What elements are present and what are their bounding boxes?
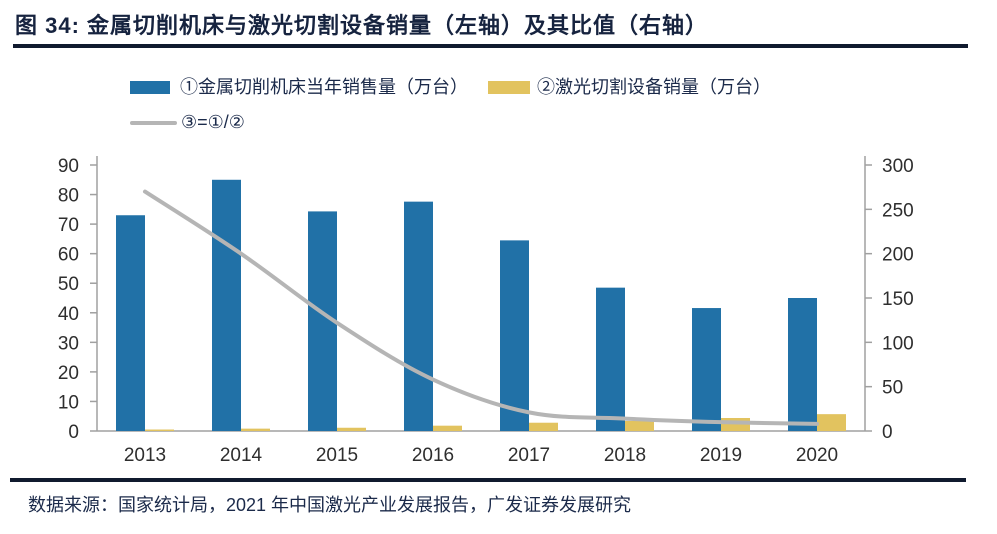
bar (145, 429, 174, 431)
left-tick-label: 50 (58, 274, 79, 295)
year-label: 2018 (604, 445, 646, 466)
bar (692, 308, 721, 431)
bar (433, 425, 462, 431)
right-tick-label: 50 (882, 378, 903, 399)
footer-divider (10, 478, 966, 482)
bar (212, 179, 241, 431)
legend-swatch-machine-tool-icon (130, 81, 170, 94)
year-label: 2020 (796, 445, 838, 466)
bar (337, 427, 366, 431)
left-tick-label: 10 (58, 392, 79, 413)
title-divider (13, 44, 968, 48)
left-tick-label: 0 (68, 422, 79, 443)
figure-title: 图 34: 金属切削机床与激光切割设备销量（左轴）及其比值（右轴） (15, 13, 709, 38)
left-tick-label: 30 (58, 333, 79, 354)
year-label: 2014 (220, 445, 263, 466)
right-tick-label: 150 (882, 289, 914, 310)
year-label: 2019 (700, 445, 742, 466)
left-axis-labels: 0 10 20 30 40 50 60 70 80 90 (58, 156, 79, 443)
data-source: 数据来源：国家统计局，2021 年中国激光产业发展报告，广发证券发展研究 (28, 495, 632, 515)
bar (529, 422, 558, 431)
year-label: 2015 (316, 445, 358, 466)
bar (625, 420, 654, 431)
bar (788, 298, 817, 431)
left-tick-label: 80 (58, 186, 79, 207)
left-tick-label: 20 (58, 363, 79, 384)
legend-swatch-ratio-line-icon (130, 121, 177, 125)
right-tick-label: 300 (882, 156, 914, 177)
bar-series-machine-tool (116, 179, 817, 431)
legend-label-machine-tool: ①金属切削机床当年销售量（万台） (180, 77, 468, 97)
bar (500, 240, 529, 431)
right-tick-label: 250 (882, 200, 914, 221)
right-tick-label: 0 (882, 422, 893, 443)
right-tick-label: 100 (882, 333, 914, 354)
left-tick-label: 70 (58, 215, 79, 236)
ratio-line (143, 189, 819, 426)
left-tick-label: 90 (58, 156, 79, 177)
bar (241, 428, 270, 431)
x-axis-labels: 2013 2014 2015 2016 2017 2018 2019 2020 (124, 445, 838, 466)
right-axis-labels: 0 50 100 150 200 250 300 (882, 156, 914, 443)
year-label: 2016 (412, 445, 454, 466)
bar (817, 414, 846, 431)
left-tick-label: 60 (58, 245, 79, 266)
axes (90, 156, 872, 432)
bar (116, 215, 145, 431)
right-tick-label: 200 (882, 245, 914, 266)
legend-label-laser: ②激光切割设备销量（万台） (537, 77, 771, 97)
legend-label-ratio: ③=①/② (181, 112, 245, 132)
legend-swatch-laser-icon (488, 81, 530, 94)
bar (596, 287, 625, 431)
bar-series-laser (145, 414, 846, 431)
bar (404, 201, 433, 431)
year-label: 2017 (508, 445, 550, 466)
year-label: 2013 (124, 445, 166, 466)
left-tick-label: 40 (58, 304, 79, 325)
